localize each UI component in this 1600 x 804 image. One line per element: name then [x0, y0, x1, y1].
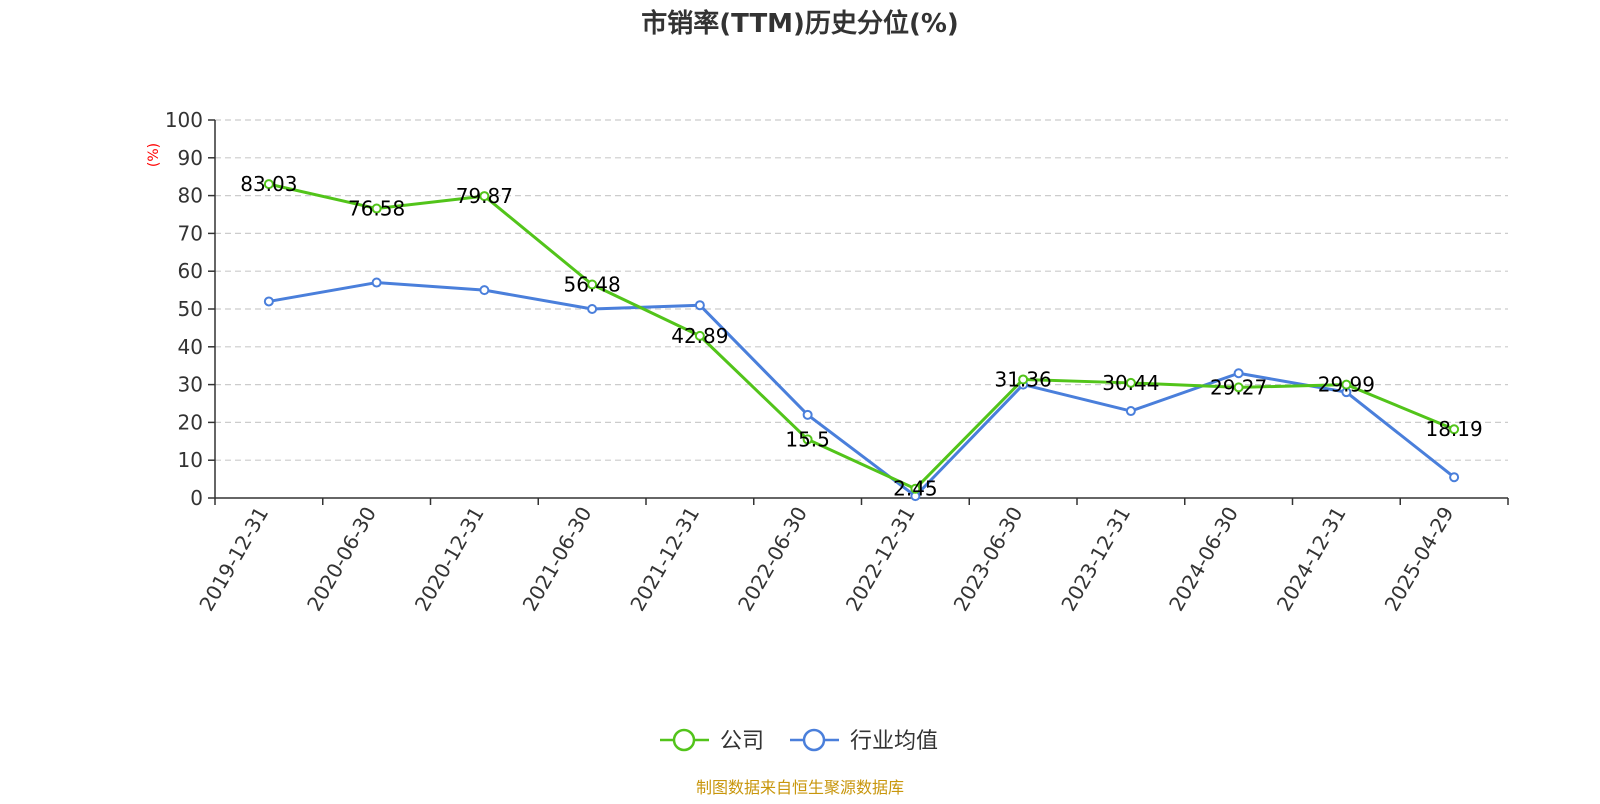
data-point-company[interactable] [263, 179, 274, 190]
x-tick-label: 2025-04-29 [1380, 503, 1459, 616]
x-tick-label: 2023-06-30 [949, 503, 1028, 616]
legend: 公司 行业均值 [660, 728, 938, 754]
legend-item-company[interactable]: 公司 [660, 728, 764, 754]
data-label-company: 15.5 [785, 427, 830, 451]
data-point-industry-average[interactable] [694, 300, 705, 311]
legend-company-label: 公司 [720, 729, 764, 754]
legend-company-marker [672, 728, 696, 752]
y-tick-label: 20 [178, 410, 203, 434]
data-point-company[interactable] [802, 434, 813, 445]
y-axis-unit-label: (%) [146, 143, 162, 167]
grid-lines [215, 119, 1508, 461]
y-tick-label: 80 [178, 184, 203, 208]
data-label-company: 79.87 [456, 184, 513, 208]
data-label-company: 56.48 [563, 273, 620, 297]
x-tick-label: 2024-06-30 [1164, 503, 1243, 616]
legend-industry-average-label: 行业均值 [850, 729, 938, 754]
data-point-company[interactable] [1449, 424, 1460, 435]
data-point-company[interactable] [371, 203, 382, 214]
data-label-company: 76.58 [348, 197, 405, 221]
data-point-company[interactable] [1233, 382, 1244, 393]
y-tick-label: 0 [190, 486, 203, 510]
y-tick-label: 90 [178, 146, 203, 170]
data-label-company: 42.89 [671, 324, 728, 348]
data-point-industry-average[interactable] [371, 277, 382, 288]
axes: 0 10 20 30 40 50 60 70 80 90 100 2019-12-31 2020-06-… [165, 108, 1509, 616]
data-label-company: 31.36 [994, 367, 1051, 391]
data-label-company: 83.03 [240, 172, 297, 196]
x-tick-label: 2020-12-31 [410, 503, 489, 616]
data-label-company: 30.44 [1102, 371, 1159, 395]
x-tick-label: 2020-06-30 [302, 503, 381, 616]
y-tick-label: 100 [165, 108, 203, 132]
x-tick-label: 2021-12-31 [625, 503, 704, 616]
x-tick-label: 2021-06-30 [518, 503, 597, 616]
y-tick-label: 10 [178, 448, 203, 472]
data-point-industry-average[interactable] [802, 409, 813, 420]
data-point-industry-average[interactable] [587, 304, 598, 314]
y-tick-label: 50 [178, 297, 203, 321]
data-labels: 83.03 76.58 79.87 56.48 42.89 15.5 2.45 31.36 30… [240, 172, 1483, 501]
x-tick-label: 2019-12-31 [194, 503, 273, 616]
data-point-industry-average[interactable] [1125, 406, 1136, 417]
y-tick-label: 30 [178, 373, 203, 397]
x-tick-label: 2022-12-31 [841, 503, 920, 616]
data-point-company[interactable] [1125, 377, 1136, 388]
data-point-industry-average[interactable] [1233, 368, 1244, 379]
data-point-industry-average[interactable] [1449, 472, 1460, 483]
data-point-company[interactable] [694, 330, 705, 341]
legend-industry-average-marker [802, 728, 826, 752]
data-point-company[interactable] [1341, 379, 1352, 390]
series-line-industry-average [268, 281, 1456, 498]
data-point-company[interactable] [479, 191, 490, 202]
data-source-note: 制图数据来自恒生聚源数据库 [696, 778, 904, 797]
data-label-company: 29.27 [1210, 375, 1267, 399]
y-tick-label: 70 [178, 221, 203, 245]
legend-item-industry-average[interactable]: 行业均值 [790, 728, 938, 754]
series-layer [263, 179, 1460, 502]
series-line-company [268, 182, 1455, 491]
y-tick-label: 60 [178, 259, 203, 283]
data-point-company[interactable] [587, 279, 598, 290]
data-point-industry-average[interactable] [479, 285, 490, 296]
data-label-company: 18.19 [1425, 417, 1482, 441]
data-point-company[interactable] [1018, 374, 1029, 385]
data-label-company: 2.45 [893, 477, 938, 501]
data-point-industry-average[interactable] [263, 296, 274, 307]
data-label-company: 29.99 [1318, 373, 1375, 397]
chart-title: 市销率(TTM)历史分位(%) [641, 8, 959, 39]
x-tick-label: 2022-06-30 [733, 503, 812, 616]
data-point-company[interactable] [910, 483, 921, 494]
y-tick-label: 40 [178, 335, 203, 359]
x-tick-label: 2023-12-31 [1056, 503, 1135, 616]
x-tick-label: 2024-12-31 [1272, 503, 1351, 616]
